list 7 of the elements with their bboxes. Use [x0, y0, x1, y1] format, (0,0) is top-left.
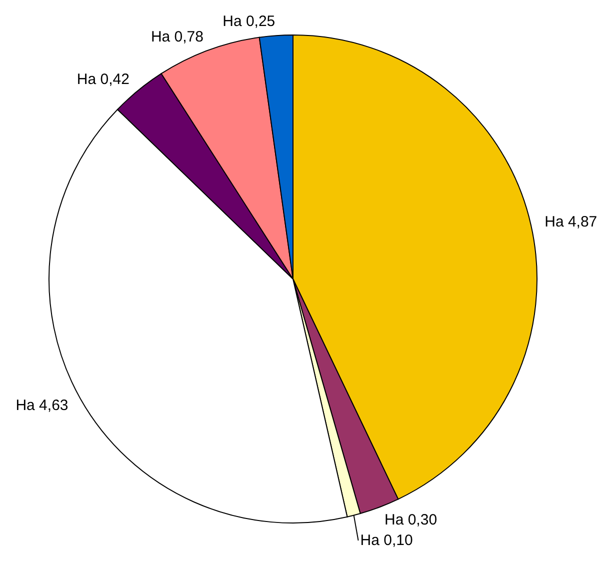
data-label: Ha 4,87 — [544, 213, 598, 230]
data-label: Ha 0,25 — [222, 13, 276, 30]
data-label: Ha 0,10 — [360, 532, 413, 549]
data-label: Ha 0,78 — [150, 28, 204, 46]
data-label: Ha 0,42 — [76, 70, 130, 88]
data-label: Ha 0,30 — [384, 512, 438, 529]
data-label: Ha 4,63 — [16, 397, 68, 414]
